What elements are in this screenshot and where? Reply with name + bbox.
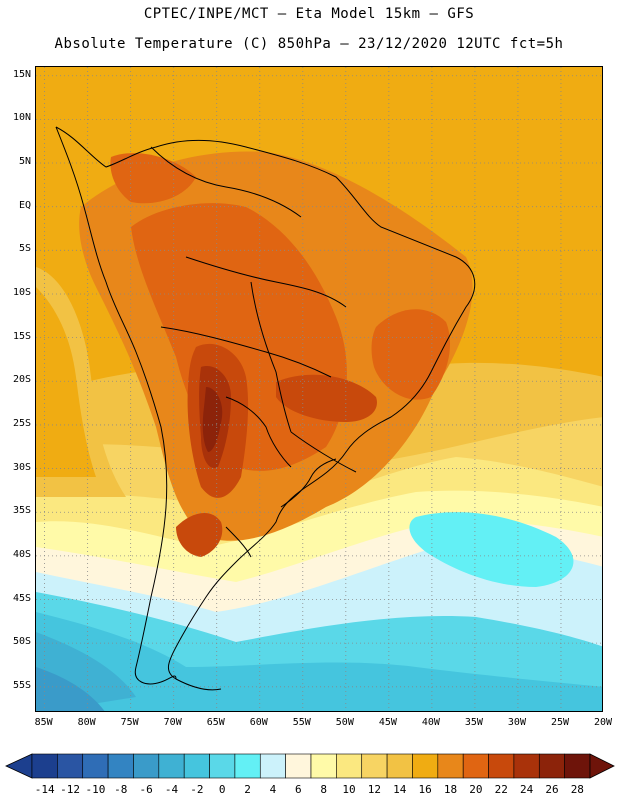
colorbar-cell: [259, 753, 286, 779]
longitude-label: 35W: [464, 717, 483, 728]
latitude-label: 15N: [12, 68, 31, 80]
graticule: [36, 67, 602, 711]
colorbar-cell: [285, 753, 312, 779]
latitude-label: 20S: [12, 374, 31, 386]
latitude-label: 15S: [12, 330, 31, 342]
latitude-label: 35S: [12, 505, 31, 517]
colorbar-cell: [31, 753, 58, 779]
colorbar-cell: [336, 753, 363, 779]
colorbar-cell: [234, 753, 261, 779]
colorbar-cell: [57, 753, 84, 779]
colorbar-tick-label: 0: [218, 783, 226, 796]
colorbar-cell: [462, 753, 489, 779]
colorbar-tick-label: 6: [295, 783, 302, 796]
colorbar-cell: [412, 753, 439, 779]
colorbar-cell: [361, 753, 388, 779]
longitude-label: 50W: [335, 717, 354, 728]
colorbar-cell: [133, 753, 160, 779]
colorbar-tick-label: -4: [164, 783, 179, 796]
colorbar-tick-label: 20: [469, 783, 483, 796]
latitude-label: 25S: [12, 417, 31, 429]
latitude-label: 50S: [12, 636, 31, 648]
colorbar-cell: [564, 753, 591, 779]
colorbar-tick-label: 4: [269, 783, 277, 796]
colorbar-arrow-high: [589, 753, 615, 779]
latitude-label: 5S: [18, 243, 31, 255]
temperature-field: [36, 151, 602, 711]
colorbar-cell: [82, 753, 109, 779]
colorbar-tick-label: 26: [545, 783, 559, 796]
latitude-label: 40S: [12, 548, 31, 560]
colorbar-tick-label: -2: [190, 783, 204, 796]
longitude-label: 55W: [292, 717, 311, 728]
colorbar-cell: [158, 753, 185, 779]
colorbar-cell: [183, 753, 210, 779]
map-canvas: [36, 67, 602, 711]
colorbar-tick-label: 14: [393, 783, 407, 796]
longitude-label: 85W: [34, 717, 53, 728]
colorbar: [5, 753, 615, 779]
colorbar-tick-label: 12: [367, 783, 382, 796]
colorbar-tick-label: 10: [342, 783, 356, 796]
colorbar-arrow-low: [5, 753, 33, 779]
colorbar-tick-label: 2: [244, 783, 251, 796]
latitude-label: EQ: [18, 199, 31, 211]
longitude-label: 75W: [120, 717, 139, 728]
colorbar-tick-label: -14: [34, 783, 55, 796]
latitude-label: 10N: [12, 112, 31, 124]
colorbar-tick-label: -6: [139, 783, 153, 796]
longitude-label: 25W: [550, 717, 569, 728]
latitude-label: 10S: [12, 286, 31, 298]
temperature-map[interactable]: [35, 66, 603, 712]
colorbar-cell: [488, 753, 515, 779]
colorbar-cell: [386, 753, 413, 779]
longitude-label: 80W: [77, 717, 96, 728]
title-line-1: CPTEC/INPE/MCT – Eta Model 15km – GFS: [143, 6, 475, 22]
latitude-label: 45S: [12, 592, 31, 604]
longitude-label: 30W: [507, 717, 526, 728]
latitude-label: 30S: [12, 461, 31, 473]
colorbar-tick-label: 22: [494, 783, 508, 796]
latitude-label: 55S: [12, 679, 31, 691]
colorbar-cell: [209, 753, 236, 779]
colorbar-tick-label: 24: [519, 783, 534, 796]
colorbar-tick-label: -10: [85, 783, 106, 796]
longitude-label: 65W: [206, 717, 225, 728]
colorbar-tick-label: 18: [443, 783, 458, 796]
colorbar-cell: [310, 753, 337, 779]
colorbar-cell: [107, 753, 134, 779]
longitude-label: 20W: [593, 717, 613, 728]
title-line-2: Absolute Temperature (C) 850hPa – 23/12/…: [54, 36, 564, 52]
colorbar-cell: [513, 753, 540, 779]
colorbar-tick-label: 28: [570, 783, 584, 796]
longitude-label: 70W: [163, 717, 182, 728]
latitude-label: 5N: [18, 156, 31, 168]
coastlines: [55, 126, 476, 691]
colorbar-tick-label: 8: [320, 783, 327, 796]
colorbar-tick-label: -12: [60, 783, 80, 796]
colorbar-tick-label: -8: [114, 783, 128, 796]
colorbar-tick-label: 16: [418, 783, 432, 796]
longitude-label: 40W: [421, 717, 440, 728]
longitude-label: 60W: [249, 717, 268, 728]
colorbar-cell: [437, 753, 464, 779]
longitude-label: 45W: [378, 717, 397, 728]
colorbar-cell: [538, 753, 565, 779]
